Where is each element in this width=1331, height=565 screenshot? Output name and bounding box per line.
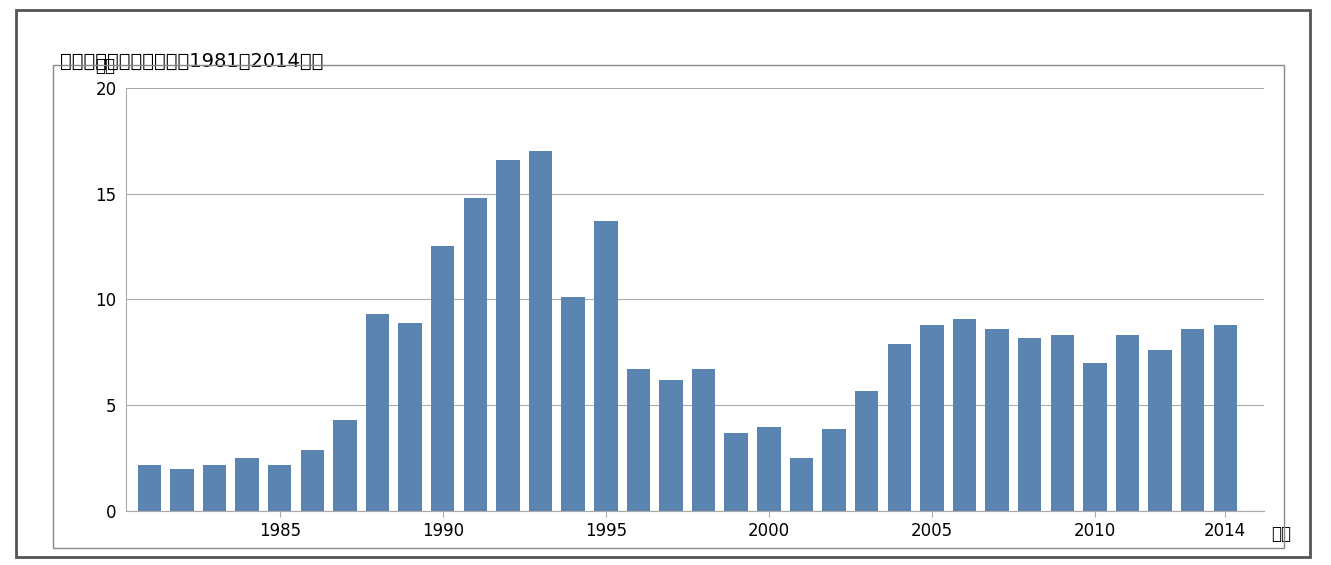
Bar xyxy=(789,458,813,511)
Bar xyxy=(137,464,161,511)
Bar xyxy=(985,329,1009,511)
Bar xyxy=(1149,350,1171,511)
Bar xyxy=(268,464,291,511)
Bar xyxy=(496,159,519,511)
Bar xyxy=(855,390,878,511)
Bar xyxy=(1214,325,1236,511)
Bar xyxy=(333,420,357,511)
Bar xyxy=(366,314,389,511)
Bar xyxy=(431,246,454,511)
Bar xyxy=(594,221,618,511)
Bar xyxy=(1181,329,1205,511)
Bar xyxy=(659,380,683,511)
Bar xyxy=(692,370,715,511)
Text: 兆円: 兆円 xyxy=(95,57,114,75)
Bar xyxy=(1083,363,1106,511)
Bar xyxy=(236,458,258,511)
Bar xyxy=(627,370,650,511)
Bar xyxy=(528,151,552,511)
Bar xyxy=(562,297,584,511)
Bar xyxy=(757,427,780,511)
Bar xyxy=(463,198,487,511)
Bar xyxy=(920,325,944,511)
Text: 年度: 年度 xyxy=(1271,525,1291,544)
Bar xyxy=(1050,336,1074,511)
Bar xyxy=(953,319,976,511)
Bar xyxy=(1018,338,1041,511)
Bar xyxy=(301,450,323,511)
Bar xyxy=(398,323,422,511)
Bar xyxy=(202,464,226,511)
Bar xyxy=(170,469,193,511)
Bar xyxy=(823,429,845,511)
Bar xyxy=(888,344,910,511)
Bar xyxy=(1115,336,1139,511)
Text: 【個人年金新契約高　（1981～2014）】: 【個人年金新契約高 （1981～2014）】 xyxy=(60,51,323,71)
Bar xyxy=(724,433,748,511)
